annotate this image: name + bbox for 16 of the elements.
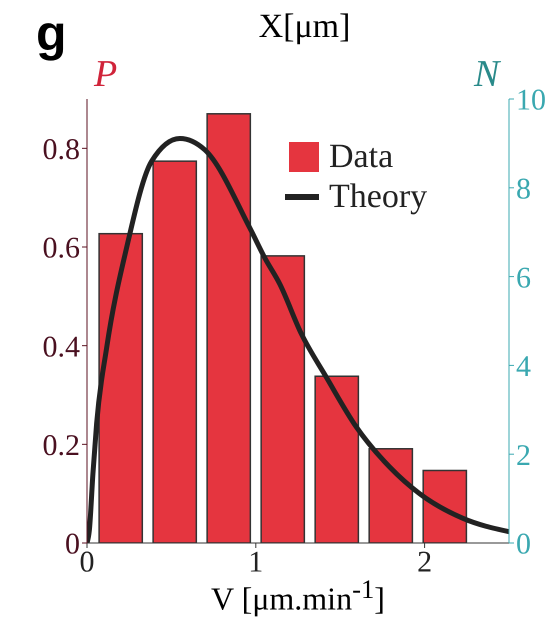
- y2-tick-label: 6: [516, 261, 531, 294]
- y2-tick-label: 4: [516, 350, 531, 384]
- y2-axis-title: N: [474, 52, 500, 96]
- x-tick-label: 2: [417, 545, 432, 578]
- chart-title: g: [36, 4, 67, 62]
- y2-tick-label: 10: [516, 84, 546, 117]
- y-tick-label: 0.2: [42, 428, 80, 462]
- legend-label: Data: [329, 137, 394, 177]
- y-tick-label: 0.6: [42, 232, 80, 265]
- y2-tick-label: 2: [516, 438, 531, 472]
- y-tick-label: 0.4: [42, 330, 80, 364]
- y-tick-label: 0.8: [42, 132, 80, 166]
- legend-label: Theory: [329, 177, 428, 217]
- y2-tick-label: 8: [516, 172, 531, 206]
- y-axis-title: P: [94, 52, 118, 96]
- text: X[μm]: [258, 8, 350, 45]
